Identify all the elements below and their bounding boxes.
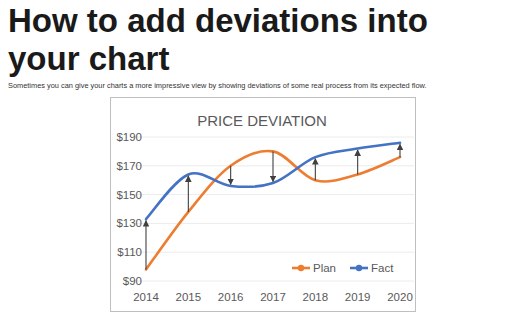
y-tick-label: $130 — [116, 217, 142, 229]
y-tick-label: $190 — [116, 131, 142, 143]
x-tick-label: 2014 — [133, 291, 159, 303]
x-tick-label: 2020 — [387, 291, 413, 303]
chart-frame — [111, 98, 416, 312]
deviation-arrow — [315, 159, 316, 181]
grid-line — [132, 194, 414, 195]
y-tick-label: $110 — [117, 246, 142, 258]
chart-svg: PRICE DEVIATION $90 $110 $130 $150 $170 $190 20… — [0, 0, 512, 320]
grid-line — [132, 137, 414, 138]
grid-line — [132, 223, 414, 224]
chart-title: PRICE DEVIATION — [197, 112, 327, 129]
series-line — [146, 143, 400, 219]
deviation-arrow — [145, 221, 146, 270]
grid-line — [132, 252, 414, 253]
grid-line — [132, 281, 414, 282]
x-tick-label: 2019 — [345, 291, 371, 303]
legend-marker — [356, 265, 362, 271]
y-tick-label: $150 — [116, 189, 142, 201]
y-tick-label: $90 — [123, 275, 142, 287]
deviation-arrow — [399, 144, 400, 157]
page-heading: How to add deviations into your chart — [8, 2, 488, 78]
deviation-arrow — [188, 176, 189, 212]
deviation-arrow — [357, 150, 358, 174]
series-line — [146, 151, 400, 270]
plot-area — [146, 143, 400, 270]
legend-label: Plan — [313, 262, 336, 274]
deviation-arrow — [230, 166, 231, 185]
x-tick-label: 2018 — [303, 291, 329, 303]
y-tick-label: $170 — [116, 160, 142, 172]
x-tick-label: 2016 — [218, 291, 244, 303]
deviation-arrow — [272, 151, 273, 181]
page-intro: Sometimes you can give your charts a mor… — [8, 81, 508, 90]
x-tick-label: 2015 — [176, 291, 202, 303]
legend-marker — [298, 265, 304, 271]
legend-label: Fact — [371, 262, 394, 274]
x-tick-label: 2017 — [260, 291, 286, 303]
